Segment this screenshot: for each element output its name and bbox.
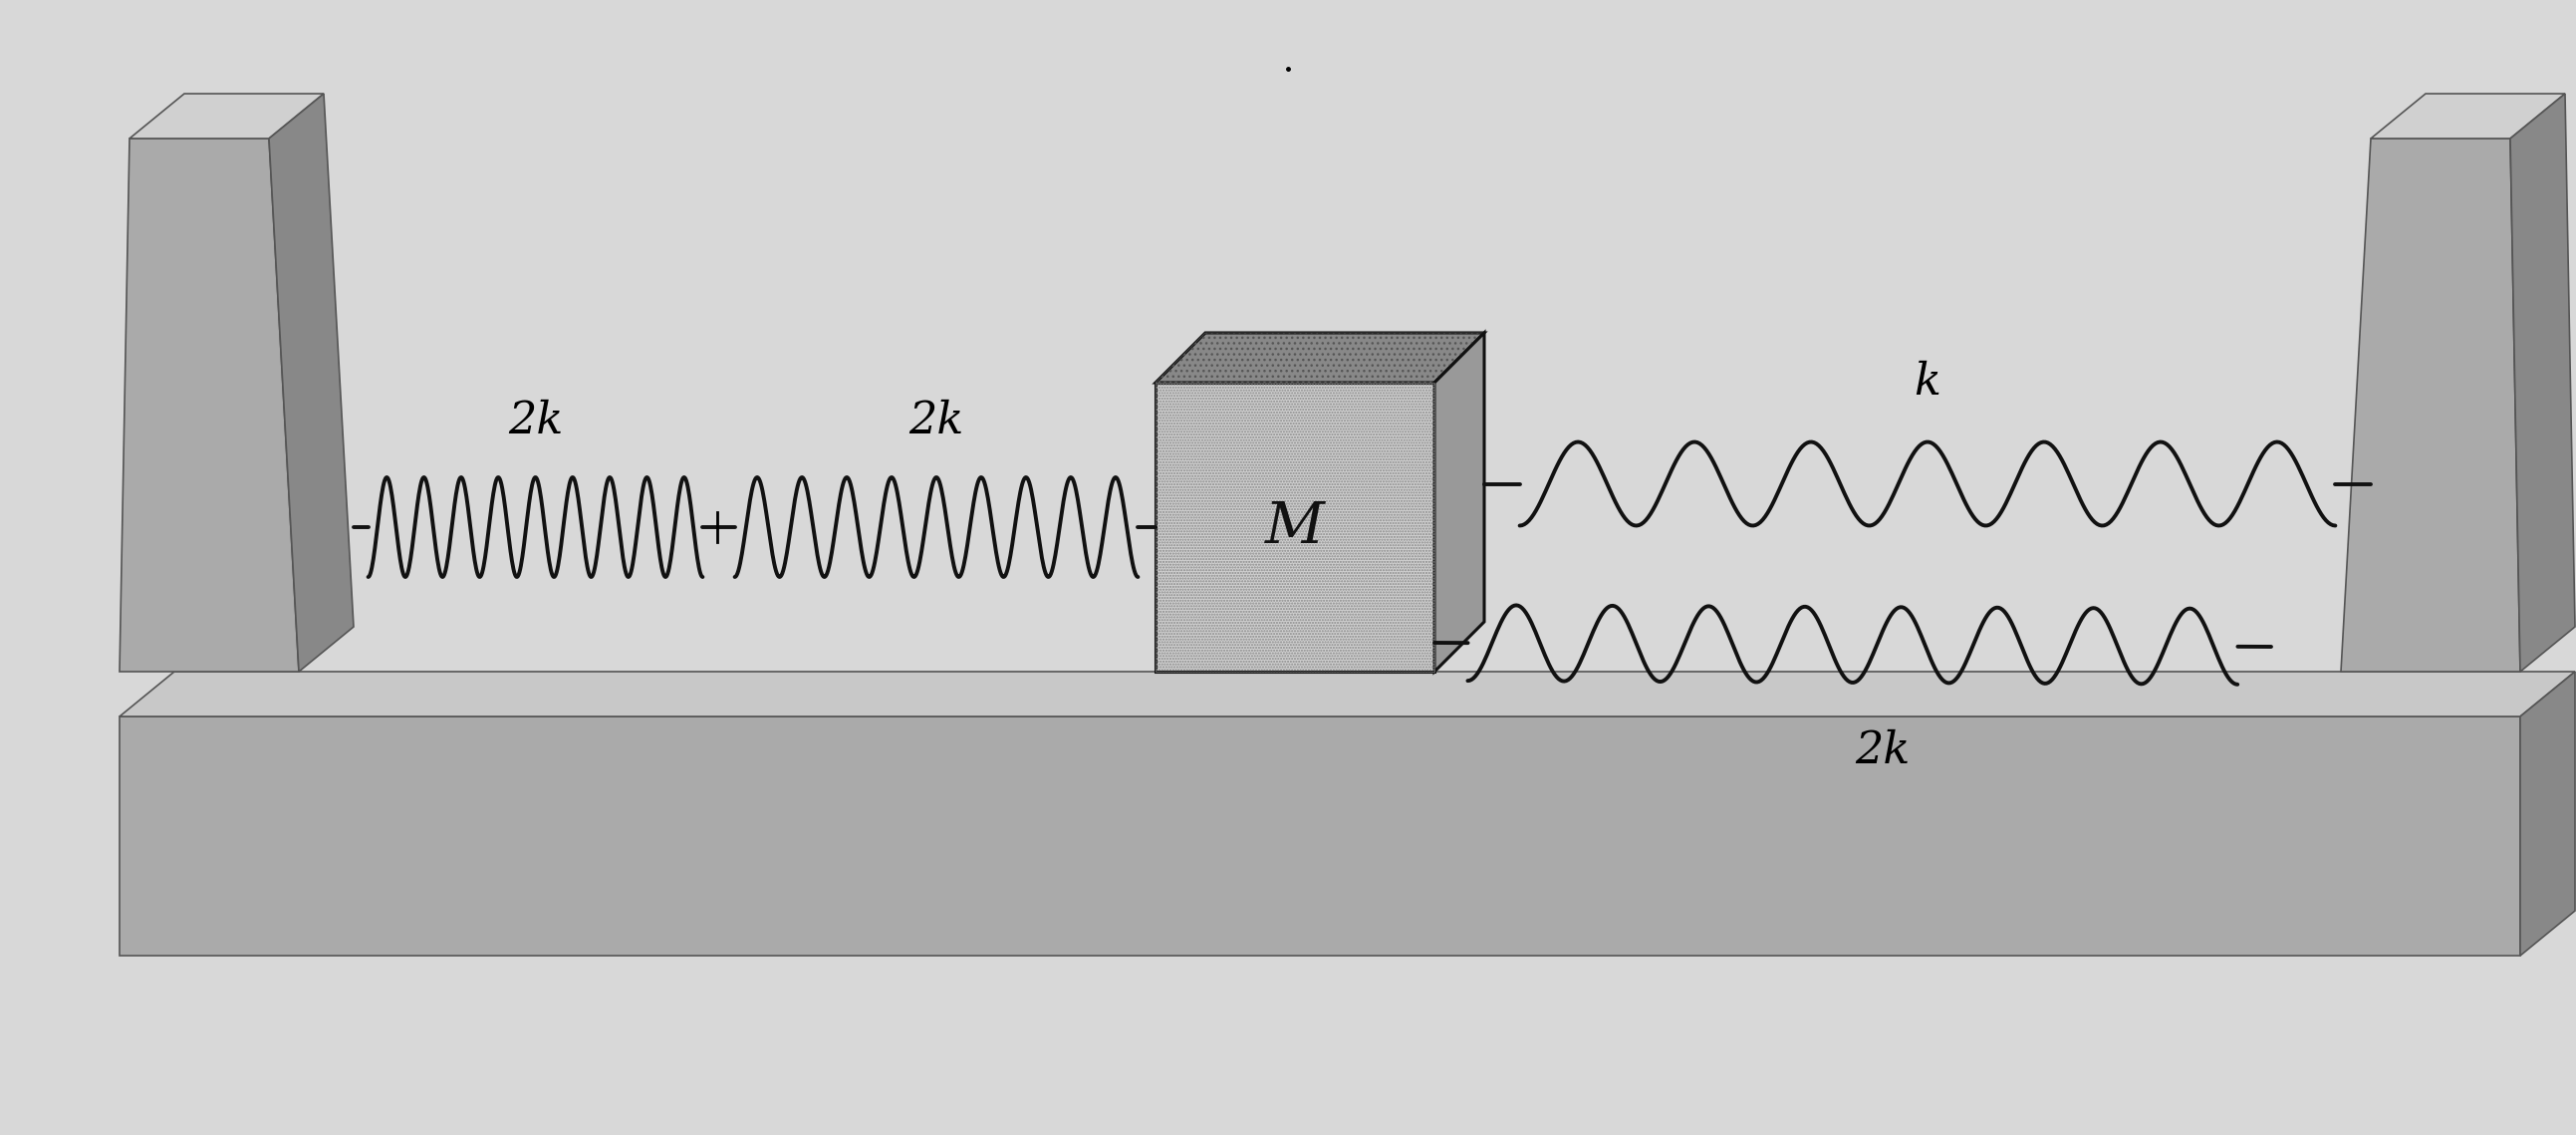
Polygon shape (2519, 672, 2576, 956)
Text: 2k: 2k (909, 400, 963, 443)
Polygon shape (2509, 94, 2576, 672)
Polygon shape (2342, 138, 2519, 672)
Polygon shape (118, 716, 2519, 956)
Polygon shape (1157, 382, 1435, 672)
Polygon shape (2370, 94, 2566, 138)
Text: 2k: 2k (507, 400, 564, 443)
Polygon shape (1157, 333, 1484, 382)
Polygon shape (118, 672, 2576, 716)
Polygon shape (268, 94, 353, 672)
Polygon shape (118, 138, 299, 672)
Text: 2k: 2k (1855, 730, 1911, 773)
Text: M: M (1265, 499, 1324, 555)
Polygon shape (129, 94, 325, 138)
Polygon shape (1435, 333, 1484, 672)
Text: k: k (1914, 361, 1940, 404)
